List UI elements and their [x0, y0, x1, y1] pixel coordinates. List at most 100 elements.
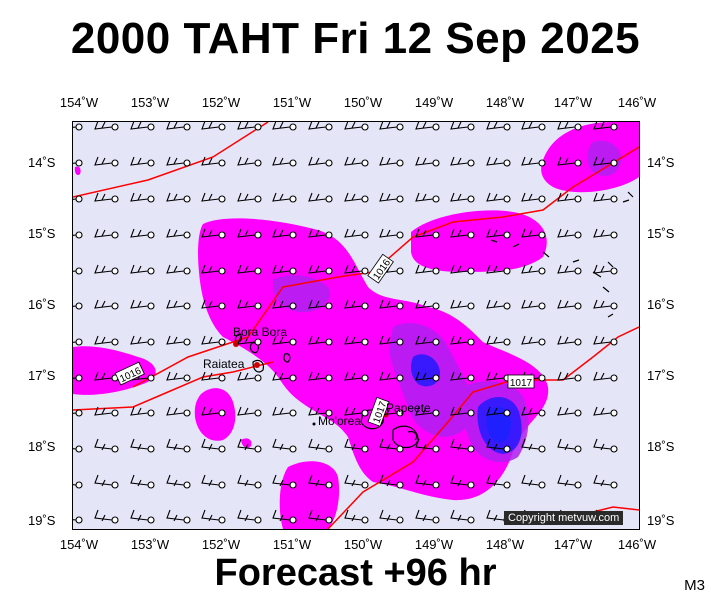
wind-barb	[521, 156, 540, 166]
wind-barb	[521, 192, 540, 202]
wind-barb	[593, 406, 612, 416]
wind-station	[610, 159, 618, 167]
wind-barb	[379, 371, 398, 381]
wind-barb	[272, 335, 291, 345]
wind-barb	[308, 228, 327, 238]
wind-station	[325, 267, 333, 275]
wind-station	[361, 374, 369, 382]
wind-station	[574, 159, 582, 167]
wind-station	[467, 195, 475, 203]
wind-barb	[486, 228, 505, 238]
wind-station	[432, 302, 440, 310]
wind-barb	[272, 122, 291, 130]
wind-station	[325, 159, 333, 167]
wind-barb	[201, 406, 220, 416]
wind-barb	[130, 406, 149, 416]
wind-barb	[94, 335, 113, 345]
wind-barb	[308, 406, 327, 416]
wind-station	[183, 231, 191, 239]
wind-station	[75, 338, 83, 346]
wind-barb	[130, 192, 149, 202]
lon-label: 154˚W	[59, 537, 99, 552]
wind-station	[432, 123, 440, 131]
wind-barb	[272, 264, 291, 274]
wind-station	[538, 302, 546, 310]
wind-barb	[166, 371, 185, 381]
lon-label: 147˚W	[553, 95, 593, 110]
lat-label: 18˚S	[28, 439, 56, 454]
wind-barb	[237, 371, 256, 381]
wind-barb	[201, 122, 220, 130]
wind-barb	[130, 474, 149, 487]
wind-barb	[94, 228, 113, 238]
isobar-labels: 1016 1016 1017 1017	[114, 253, 535, 427]
wind-barb	[379, 122, 398, 130]
wind-station	[396, 195, 404, 203]
wind-station	[289, 159, 297, 167]
wind-station	[574, 267, 582, 275]
wind-station	[396, 481, 404, 489]
wind-barb	[237, 438, 256, 451]
isobar-label: 1017	[510, 378, 533, 389]
wind-station	[254, 195, 262, 203]
lon-label: 153˚W	[130, 537, 170, 552]
wind-barb	[94, 474, 113, 487]
wind-station	[289, 302, 297, 310]
wind-barb	[308, 122, 327, 130]
wind-barb	[379, 192, 398, 202]
wind-station	[467, 516, 475, 524]
wind-station	[289, 481, 297, 489]
wind-station	[574, 123, 582, 131]
wind-station	[538, 445, 546, 453]
wind-barb	[237, 474, 256, 487]
wind-station	[574, 195, 582, 203]
wind-barb	[593, 228, 612, 238]
wind-barb	[557, 406, 576, 416]
wind-barb	[450, 192, 469, 202]
wind-barb	[344, 474, 363, 487]
wind-barb	[272, 156, 291, 166]
lon-label: 149˚W	[414, 537, 454, 552]
wind-station	[396, 123, 404, 131]
wind-station	[574, 481, 582, 489]
weather-map[interactable]: 1016 1016 1017 1017 Bora Bora Raiatea Pa…	[72, 121, 640, 530]
wind-barb	[379, 438, 398, 451]
wind-station	[254, 445, 262, 453]
wind-station	[183, 195, 191, 203]
lon-label: 152˚W	[201, 95, 241, 110]
lon-label: 146˚W	[617, 95, 657, 110]
wind-station	[325, 338, 333, 346]
wind-station	[610, 123, 618, 131]
wind-station	[183, 445, 191, 453]
wind-station	[538, 195, 546, 203]
wind-station	[325, 374, 333, 382]
wind-station	[610, 409, 618, 417]
wind-barb	[557, 192, 576, 202]
wind-barb	[415, 228, 434, 238]
wind-station	[503, 481, 511, 489]
wind-station	[254, 159, 262, 167]
wind-station	[254, 481, 262, 489]
wind-barb	[344, 156, 363, 166]
wind-barb	[308, 509, 327, 522]
wind-station	[75, 302, 83, 310]
wind-barb	[557, 299, 576, 309]
wind-station	[147, 123, 155, 131]
wind-station	[361, 195, 369, 203]
wind-station	[183, 302, 191, 310]
wind-barb	[272, 474, 291, 487]
place-label-raiatea: Raiatea	[203, 357, 245, 371]
wind-barb	[201, 228, 220, 238]
wind-barb	[593, 192, 612, 202]
wind-barb	[557, 335, 576, 345]
wind-barb	[130, 156, 149, 166]
wind-station	[467, 123, 475, 131]
wind-barb	[486, 438, 505, 451]
wind-barb	[557, 438, 576, 451]
copyright-badge: Copyright metvuw.com	[504, 511, 624, 525]
wind-barb	[344, 264, 363, 274]
wind-station	[361, 302, 369, 310]
wind-barb	[344, 192, 363, 202]
lon-label: 150˚W	[343, 95, 383, 110]
wind-station	[147, 231, 155, 239]
